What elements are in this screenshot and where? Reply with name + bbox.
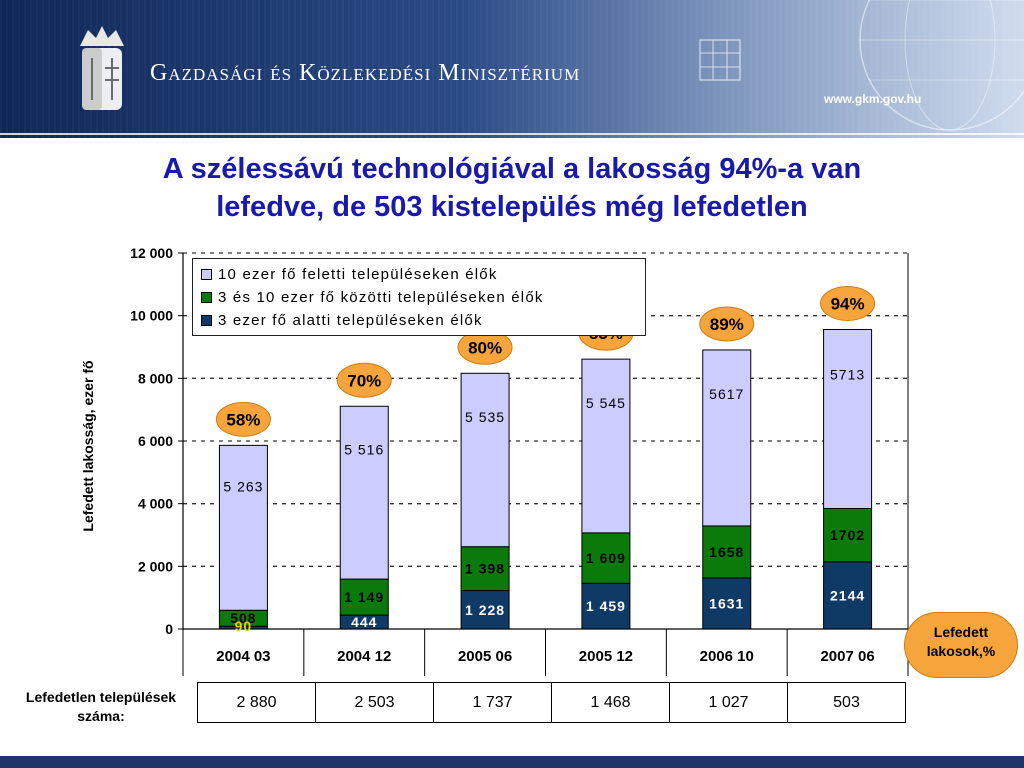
data-label-large: 5 535: [465, 409, 505, 425]
data-label-large: 5617: [709, 386, 744, 402]
y-tick-label: 6 000: [138, 433, 173, 449]
footer-bar: [0, 756, 1024, 768]
legend-label-small: 3 ezer fő alatti településeken élők: [218, 312, 483, 329]
y-tick-label: 12 000: [130, 245, 173, 261]
bar-segment-large: [581, 358, 631, 534]
slide-title-line1: A szélessávú technológiával a lakosság 9…: [162, 153, 862, 185]
data-label-medium: 1 609: [586, 550, 626, 566]
x-tick-label: 2004 03: [216, 648, 270, 665]
website-link[interactable]: www.gkm.gov.hu: [824, 92, 922, 106]
data-label-small: 1 459: [586, 598, 626, 614]
legend-swatch-small: [201, 315, 212, 326]
coverage-badge: [820, 285, 876, 321]
data-label-small: 1 228: [465, 602, 505, 618]
data-label-large: 5 545: [586, 395, 626, 411]
data-label-small: 90: [235, 618, 253, 634]
uncovered-cell: 1 027: [669, 682, 788, 723]
bar-segment-small: [702, 577, 752, 630]
coverage-badge-label: 94%: [831, 294, 865, 313]
slide-title: A szélessávú technológiával a lakosság 9…: [20, 150, 1004, 226]
coverage-side-label-line2: lakosok,%: [926, 643, 996, 659]
uncovered-label-line2: száma:: [77, 708, 125, 724]
bar-segment-small: [460, 590, 510, 630]
bar-segment-large: [218, 444, 268, 611]
data-label-large: 5713: [830, 367, 865, 383]
coverage-side-label-line1: Lefedett: [933, 624, 989, 640]
x-tick-label: 2004 12: [337, 648, 391, 665]
x-tick-label: 2006 10: [700, 648, 754, 665]
coverage-badge: [215, 401, 271, 437]
header-banner: Gazdasági és Közlekedési Minisztérium ww…: [0, 0, 1024, 138]
legend-label-medium: 3 és 10 ezer fő közötti településeken él…: [218, 289, 544, 306]
bar-segment-small: [823, 561, 873, 630]
data-label-large: 5 516: [344, 442, 384, 458]
coverage-badge-label: 80%: [468, 338, 502, 357]
legend-label-large: 10 ezer fő feletti településeken élők: [218, 266, 498, 283]
data-label-medium: 1658: [709, 544, 744, 560]
data-label-medium: 508: [230, 610, 256, 626]
legend-item-large: 10 ezer fő feletti településeken élők: [201, 263, 637, 286]
table-row: 2 880 2 503 1 737 1 468 1 027 503: [197, 682, 906, 723]
header-texture: [0, 0, 1024, 138]
uncovered-cell: 2 880: [197, 682, 316, 723]
bar-segment-medium: [460, 546, 510, 592]
x-tick-label: 2005 06: [458, 648, 512, 665]
coverage-badge-label: 89%: [710, 315, 744, 334]
x-tick-label: 2005 12: [579, 648, 633, 665]
bar-segment-medium: [702, 525, 752, 579]
y-axis-label: Lefedett lakosság, ezer fő: [80, 360, 96, 531]
uncovered-cell: 503: [787, 682, 906, 723]
data-label-small: 2144: [830, 587, 865, 603]
globe-icon: [859, 0, 1024, 131]
bar-segment-medium: [581, 532, 631, 584]
uncovered-label-line1: Lefedetlen települések: [25, 689, 177, 705]
y-tick-label: 0: [165, 621, 173, 637]
coverage-side-label: Lefedett lakosok,%: [904, 612, 1018, 678]
uncovered-cell: 1 737: [433, 682, 552, 723]
bar-segment-large: [823, 328, 873, 509]
legend-swatch-large: [201, 269, 212, 280]
data-label-large: 5 263: [223, 479, 263, 495]
x-tick-label: 2007 06: [820, 648, 874, 665]
chart-legend: 10 ezer fő feletti településeken élők 3 …: [192, 258, 646, 336]
legend-swatch-medium: [201, 292, 212, 303]
uncovered-cell: 2 503: [315, 682, 434, 723]
data-label-small: 1631: [709, 595, 744, 611]
y-tick-label: 8 000: [138, 370, 173, 386]
bar-segment-large: [702, 349, 752, 527]
y-tick-label: 10 000: [130, 308, 173, 324]
data-label-medium: 1702: [830, 527, 865, 543]
bar-segment-large: [339, 405, 389, 580]
coverage-badge-label: 70%: [347, 371, 381, 390]
bar-segment-large: [460, 372, 510, 548]
slide-title-line2: lefedve, de 503 kistelepülés még lefedet…: [216, 191, 808, 223]
coverage-badge-label: 58%: [226, 410, 260, 429]
data-label-medium: 1 149: [344, 589, 384, 605]
uncovered-cell: 1 468: [551, 682, 670, 723]
ministry-name: Gazdasági és Közlekedési Minisztérium: [150, 60, 581, 86]
legend-item-small: 3 ezer fő alatti településeken élők: [201, 309, 637, 332]
data-label-medium: 1 398: [465, 561, 505, 577]
data-label-small: 444: [351, 614, 377, 630]
y-tick-label: 2 000: [138, 558, 173, 574]
header-graphics: [0, 0, 1024, 135]
y-tick-label: 4 000: [138, 496, 173, 512]
uncovered-label: Lefedetlen települések száma:: [6, 688, 196, 726]
coat-of-arms-icon: [80, 26, 124, 110]
coverage-badge: [336, 362, 392, 398]
uncovered-table: 2 880 2 503 1 737 1 468 1 027 503: [197, 682, 906, 723]
bar-segment-small: [581, 582, 631, 630]
coverage-badge: [699, 306, 755, 342]
bar-segment-medium: [823, 507, 873, 563]
grid-pattern-icon: [699, 39, 741, 81]
legend-item-medium: 3 és 10 ezer fő közötti településeken él…: [201, 286, 637, 309]
